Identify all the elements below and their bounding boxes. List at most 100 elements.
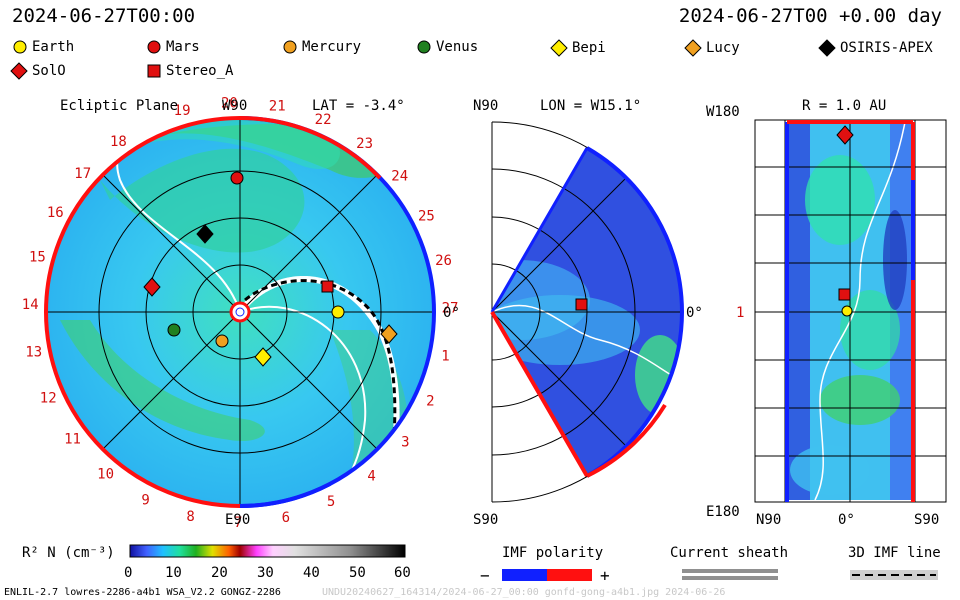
legend-item-lucy: Lucy [684, 39, 740, 57]
rotation-label: 21 [269, 98, 286, 114]
legend-item-osiris-apex: OSIRIS-APEX [818, 39, 933, 57]
colorbar-tick: 50 [349, 565, 366, 581]
radial-top-left: W180 [706, 104, 740, 120]
legend-item-venus: Venus [416, 39, 478, 55]
radial-x-label: 0° [838, 512, 855, 528]
colorbar-tick: 40 [303, 565, 320, 581]
radial-bottom-left: E180 [706, 504, 740, 520]
rotation-label: 11 [64, 432, 81, 448]
legend-label: Lucy [706, 40, 740, 56]
mercury-marker-icon [215, 334, 229, 348]
rotation-label: 4 [367, 469, 375, 485]
rotation-label: 13 [25, 345, 42, 361]
carrington-rotation-labels: 19 20 212223242526271234567891011121314151… [22, 95, 459, 531]
imf-polarity-key: IMF polarity − + [480, 545, 610, 585]
footer-right: UNDU20240627_164314/2024-06-27_00:00 gon… [322, 587, 726, 598]
rotation-label: 20 [221, 95, 238, 111]
footer-left: ENLIL-2.7 lowres-2286-a4b1 WSA_V2.2 GONG… [4, 587, 281, 598]
venus-marker-icon [167, 323, 181, 337]
header-time-right: 2024-06-27T00 +0.00 day [678, 5, 942, 27]
legend-item-bepi: Bepi [550, 39, 606, 57]
colorbar-gradient [129, 544, 406, 558]
earth-marker-icon [13, 40, 27, 54]
earth-marker-icon [331, 305, 345, 319]
bepi-marker-icon [550, 39, 568, 57]
ecliptic-bottom-label: E90 [225, 512, 250, 528]
meridional-lon-label: LON = W15.1° [540, 98, 641, 114]
current-sheath-key: Current sheath [670, 545, 788, 580]
legend-label: Earth [32, 39, 75, 55]
rotation-label: 6 [282, 510, 290, 526]
imf-minus: − [480, 566, 490, 585]
lucy-marker-icon [380, 324, 398, 344]
solo-marker-icon [836, 125, 854, 145]
rotation-label: 25 [418, 208, 435, 224]
rotation-label: 26 [435, 253, 452, 269]
rotation-label: 14 [22, 297, 39, 313]
legend-item-solo: SolO [10, 62, 66, 80]
osiris-apex-marker-icon [818, 39, 836, 57]
legend-label: Stereo_A [166, 63, 234, 79]
ecliptic-top-label: W90 [222, 98, 247, 114]
imf-title: IMF polarity [502, 545, 603, 561]
stereo-a-marker-icon [147, 64, 161, 78]
ecliptic-right-label: 0° [443, 305, 460, 321]
colorbar: R² N (cm⁻³) 0 10 20 30 40 50 60 [22, 544, 411, 581]
legend-label: Mars [166, 39, 200, 55]
meridional-right-label: 0° [686, 305, 703, 321]
stereo-a-marker-icon [321, 280, 334, 293]
legend-label: Mercury [302, 39, 362, 55]
meridional-bottom-left: S90 [473, 512, 498, 528]
colorbar-tick: 20 [211, 565, 228, 581]
solo-marker-icon [10, 62, 28, 80]
mars-marker-icon [147, 40, 161, 54]
rotation-label: 3 [401, 435, 409, 451]
rotation-label: 10 [97, 466, 114, 482]
rotation-label: 24 [391, 169, 408, 185]
ecliptic-lat-label: LAT = -3.4° [312, 98, 405, 114]
rotation-label: 7 [234, 515, 242, 531]
legend-item-stereo-a: Stereo_A [146, 63, 233, 79]
radial-x-label: S90 [914, 512, 939, 528]
rotation-label: 2 [426, 394, 434, 410]
lucy-marker-icon [684, 39, 702, 57]
radial-mid-label: 1 [736, 305, 744, 321]
rotation-label: 1 [441, 348, 449, 364]
mercury-marker-icon [283, 40, 297, 54]
rotation-label: 15 [29, 250, 46, 266]
mars-marker-icon [230, 171, 244, 185]
legend-label: Venus [436, 39, 479, 55]
rotation-label: 8 [186, 509, 194, 525]
colorbar-tick: 60 [394, 565, 411, 581]
meridional-plane-plot: N90 LON = W15.1° 0° S90 [473, 98, 703, 528]
rotation-label: 23 [356, 136, 373, 152]
stereo-a-marker-icon [838, 288, 851, 301]
legend-item-mars: Mars [146, 39, 200, 55]
rotation-label: 9 [141, 493, 149, 509]
radial-r-label: R = 1.0 AU [802, 98, 886, 114]
legend-label: Bepi [572, 40, 606, 56]
rotation-label: 22 [315, 112, 332, 128]
rotation-label: 19 [174, 103, 191, 119]
ecliptic-title: Ecliptic Plane [60, 98, 178, 114]
legend-item-mercury: Mercury [282, 39, 361, 55]
colorbar-tick: 0 [124, 565, 132, 581]
radial-x-label: N90 [756, 512, 781, 528]
rotation-label: 18 [110, 134, 127, 150]
rotation-label: 16 [47, 205, 64, 221]
sheath-title: Current sheath [670, 545, 788, 561]
solo-marker-icon [143, 277, 161, 297]
rotation-label: 5 [327, 494, 335, 510]
rotation-label: 12 [40, 390, 57, 406]
legend-label: OSIRIS-APEX [840, 40, 933, 56]
header-time-left: 2024-06-27T00:00 [12, 5, 196, 27]
stereo-a-marker-icon [575, 298, 588, 311]
bepi-marker-icon [254, 347, 272, 367]
imf-line-title: 3D IMF line [848, 545, 941, 561]
colorbar-tick: 30 [257, 565, 274, 581]
earth-marker-icon [841, 305, 853, 317]
colorbar-title: R² N (cm⁻³) [22, 545, 115, 561]
imf-plus: + [600, 566, 610, 585]
legend-item-earth: Earth [12, 39, 74, 55]
